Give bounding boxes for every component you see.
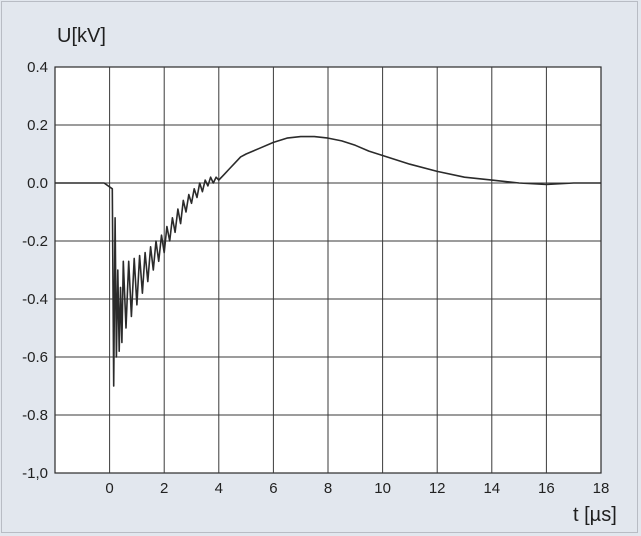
x-tick-label: 16 bbox=[538, 480, 555, 497]
y-tick-label: 0.2 bbox=[27, 117, 48, 134]
y-tick-label: 0.0 bbox=[27, 175, 48, 192]
series-line bbox=[55, 135, 601, 387]
x-tick-label: 10 bbox=[374, 480, 391, 497]
y-tick-label: -0.4 bbox=[22, 291, 48, 308]
x-tick-label: 8 bbox=[324, 480, 332, 497]
x-tick-label: 4 bbox=[215, 480, 223, 497]
x-tick-label: 6 bbox=[269, 480, 277, 497]
y-tick-label: -0.2 bbox=[22, 233, 48, 250]
x-axis-label: t [µs] bbox=[573, 504, 617, 526]
x-tick-label: 2 bbox=[160, 480, 168, 497]
grid bbox=[55, 67, 601, 473]
y-axis-label: U[kV] bbox=[57, 25, 106, 47]
x-tick-label: 12 bbox=[429, 480, 446, 497]
y-tick-label: 0.4 bbox=[27, 59, 48, 76]
x-tick-labels: 0 2 4 6 8 10 12 14 16 18 bbox=[105, 480, 609, 497]
y-tick-label: -0.8 bbox=[22, 407, 48, 424]
y-tick-label: -1,0 bbox=[22, 465, 48, 482]
x-tick-label: 18 bbox=[593, 480, 610, 497]
y-tick-label: -0.6 bbox=[22, 349, 48, 366]
x-tick-label: 0 bbox=[105, 480, 113, 497]
x-tick-label: 14 bbox=[483, 480, 500, 497]
y-tick-labels: 0.4 0.2 0.0 -0.2 -0.4 -0.6 -0.8 -1,0 bbox=[22, 59, 48, 482]
